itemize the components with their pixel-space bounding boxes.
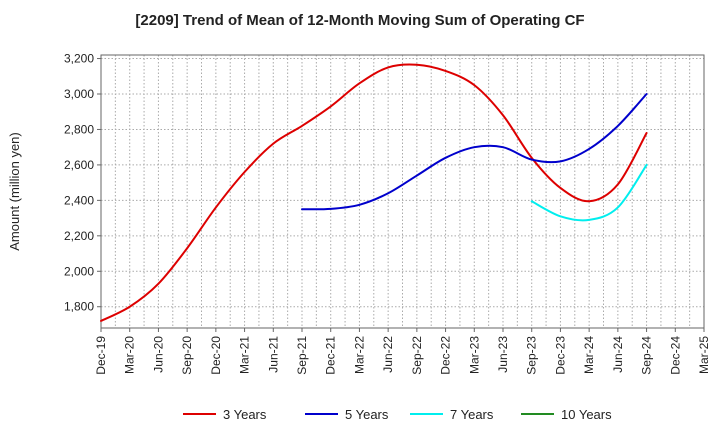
legend: 3 Years 5 Years 7 Years 10 Years [183, 407, 612, 422]
x-tick-label: Dec-19 [94, 336, 108, 375]
series-line-3-years [100, 63, 648, 322]
x-tick-label: Mar-24 [582, 336, 596, 374]
x-tick-label: Jun-22 [381, 336, 395, 373]
y-axis-label: Amount (million yen) [7, 132, 22, 251]
x-tick-label: Jun-23 [496, 336, 510, 373]
x-tick-label: Dec-20 [209, 336, 223, 375]
grid-lines [101, 55, 704, 328]
x-tick-label: Mar-21 [238, 336, 252, 374]
x-tick-label: Mar-20 [123, 336, 137, 374]
y-tick-label: 2,200 [64, 229, 94, 243]
x-tick-label: Sep-23 [525, 336, 539, 375]
y-tick-label: 2,400 [64, 193, 94, 207]
legend-label-10-years: 10 Years [561, 407, 612, 422]
x-tick-label: Mar-23 [467, 336, 481, 374]
y-tick-label: 2,800 [64, 122, 94, 136]
legend-label-3-years: 3 Years [223, 407, 267, 422]
x-tick-label: Jun-20 [151, 336, 165, 373]
x-tick-label: Dec-24 [668, 336, 682, 375]
legend-label-7-years: 7 Years [450, 407, 494, 422]
y-tick-label: 3,000 [64, 87, 94, 101]
y-tick-label: 3,200 [64, 52, 94, 66]
x-tick-label: Mar-22 [352, 336, 366, 374]
y-tick-label: 1,800 [64, 300, 94, 314]
x-tick-label: Jun-21 [266, 336, 280, 373]
x-tick-label: Sep-21 [295, 336, 309, 375]
plot-area [100, 54, 705, 329]
y-axis-ticks: 1,800 2,000 2,200 2,400 2,600 2,800 3,000 3,200 [64, 52, 101, 314]
x-tick-label: Sep-24 [640, 336, 654, 375]
x-tick-label: Dec-23 [553, 336, 567, 375]
x-tick-label: Dec-21 [324, 336, 338, 375]
series-lines [100, 63, 648, 322]
series-line-5-years [301, 93, 648, 211]
x-tick-label: Jun-24 [611, 336, 625, 373]
y-tick-label: 2,000 [64, 264, 94, 278]
x-tick-label: Mar-25 [697, 336, 711, 374]
x-tick-label: Sep-20 [180, 336, 194, 375]
chart-title: [2209] Trend of Mean of 12-Month Moving … [135, 12, 585, 29]
x-tick-label: Dec-22 [439, 336, 453, 375]
x-tick-label: Sep-22 [410, 336, 424, 375]
legend-label-5-years: 5 Years [345, 407, 389, 422]
series-line-7-years [530, 163, 648, 222]
x-axis-ticks: Dec-19 Mar-20 Jun-20 Sep-20 Dec-20 Mar-21 Jun-… [94, 328, 711, 375]
y-tick-label: 2,600 [64, 158, 94, 172]
